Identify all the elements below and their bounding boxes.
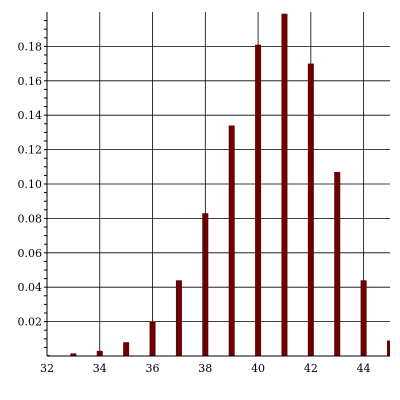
- bar-41: [281, 13, 288, 356]
- y-tick-label-0.16: 0.16: [18, 75, 43, 88]
- x-tick-label-40: 40: [251, 362, 265, 375]
- bars: [47, 13, 390, 357]
- y-tick-label-0.08: 0.08: [18, 212, 43, 225]
- y-tick-label-0.10: 0.10: [18, 178, 43, 191]
- bar-43: [334, 171, 341, 356]
- bar-33: [70, 353, 77, 356]
- bar-38: [202, 213, 209, 356]
- y-tick-label-0.12: 0.12: [18, 144, 43, 157]
- axes: [44, 12, 390, 357]
- bar-36: [149, 321, 156, 356]
- x-tick-label-42: 42: [304, 362, 318, 375]
- bar-40: [255, 44, 262, 357]
- y-tick-label-0.04: 0.04: [18, 281, 43, 294]
- y-tick-label-0.14: 0.14: [18, 109, 43, 122]
- y-tick-label-0.18: 0.18: [18, 40, 43, 53]
- x-tick-label-36: 36: [146, 362, 160, 375]
- y-tick-labels: 0.02 0.04 0.06 0.08 0.10 0.12 0.14 0.16 0.18: [18, 40, 43, 328]
- bar-42: [307, 63, 314, 356]
- y-tick-label-0.06: 0.06: [18, 247, 43, 260]
- x-tick-label-44: 44: [357, 362, 371, 375]
- x-tick-labels: 32 34 36 38 40 42 44: [40, 362, 371, 375]
- bar-39: [228, 125, 235, 357]
- x-tick-label-32: 32: [40, 362, 54, 375]
- x-tick-label-38: 38: [198, 362, 212, 375]
- bar-37: [175, 280, 182, 356]
- bar-34: [96, 350, 103, 356]
- bar-35: [123, 342, 130, 356]
- y-tick-label-0.02: 0.02: [18, 316, 43, 329]
- bar-44: [360, 280, 367, 356]
- x-tick-label-34: 34: [93, 362, 107, 375]
- bar-45: [387, 340, 390, 356]
